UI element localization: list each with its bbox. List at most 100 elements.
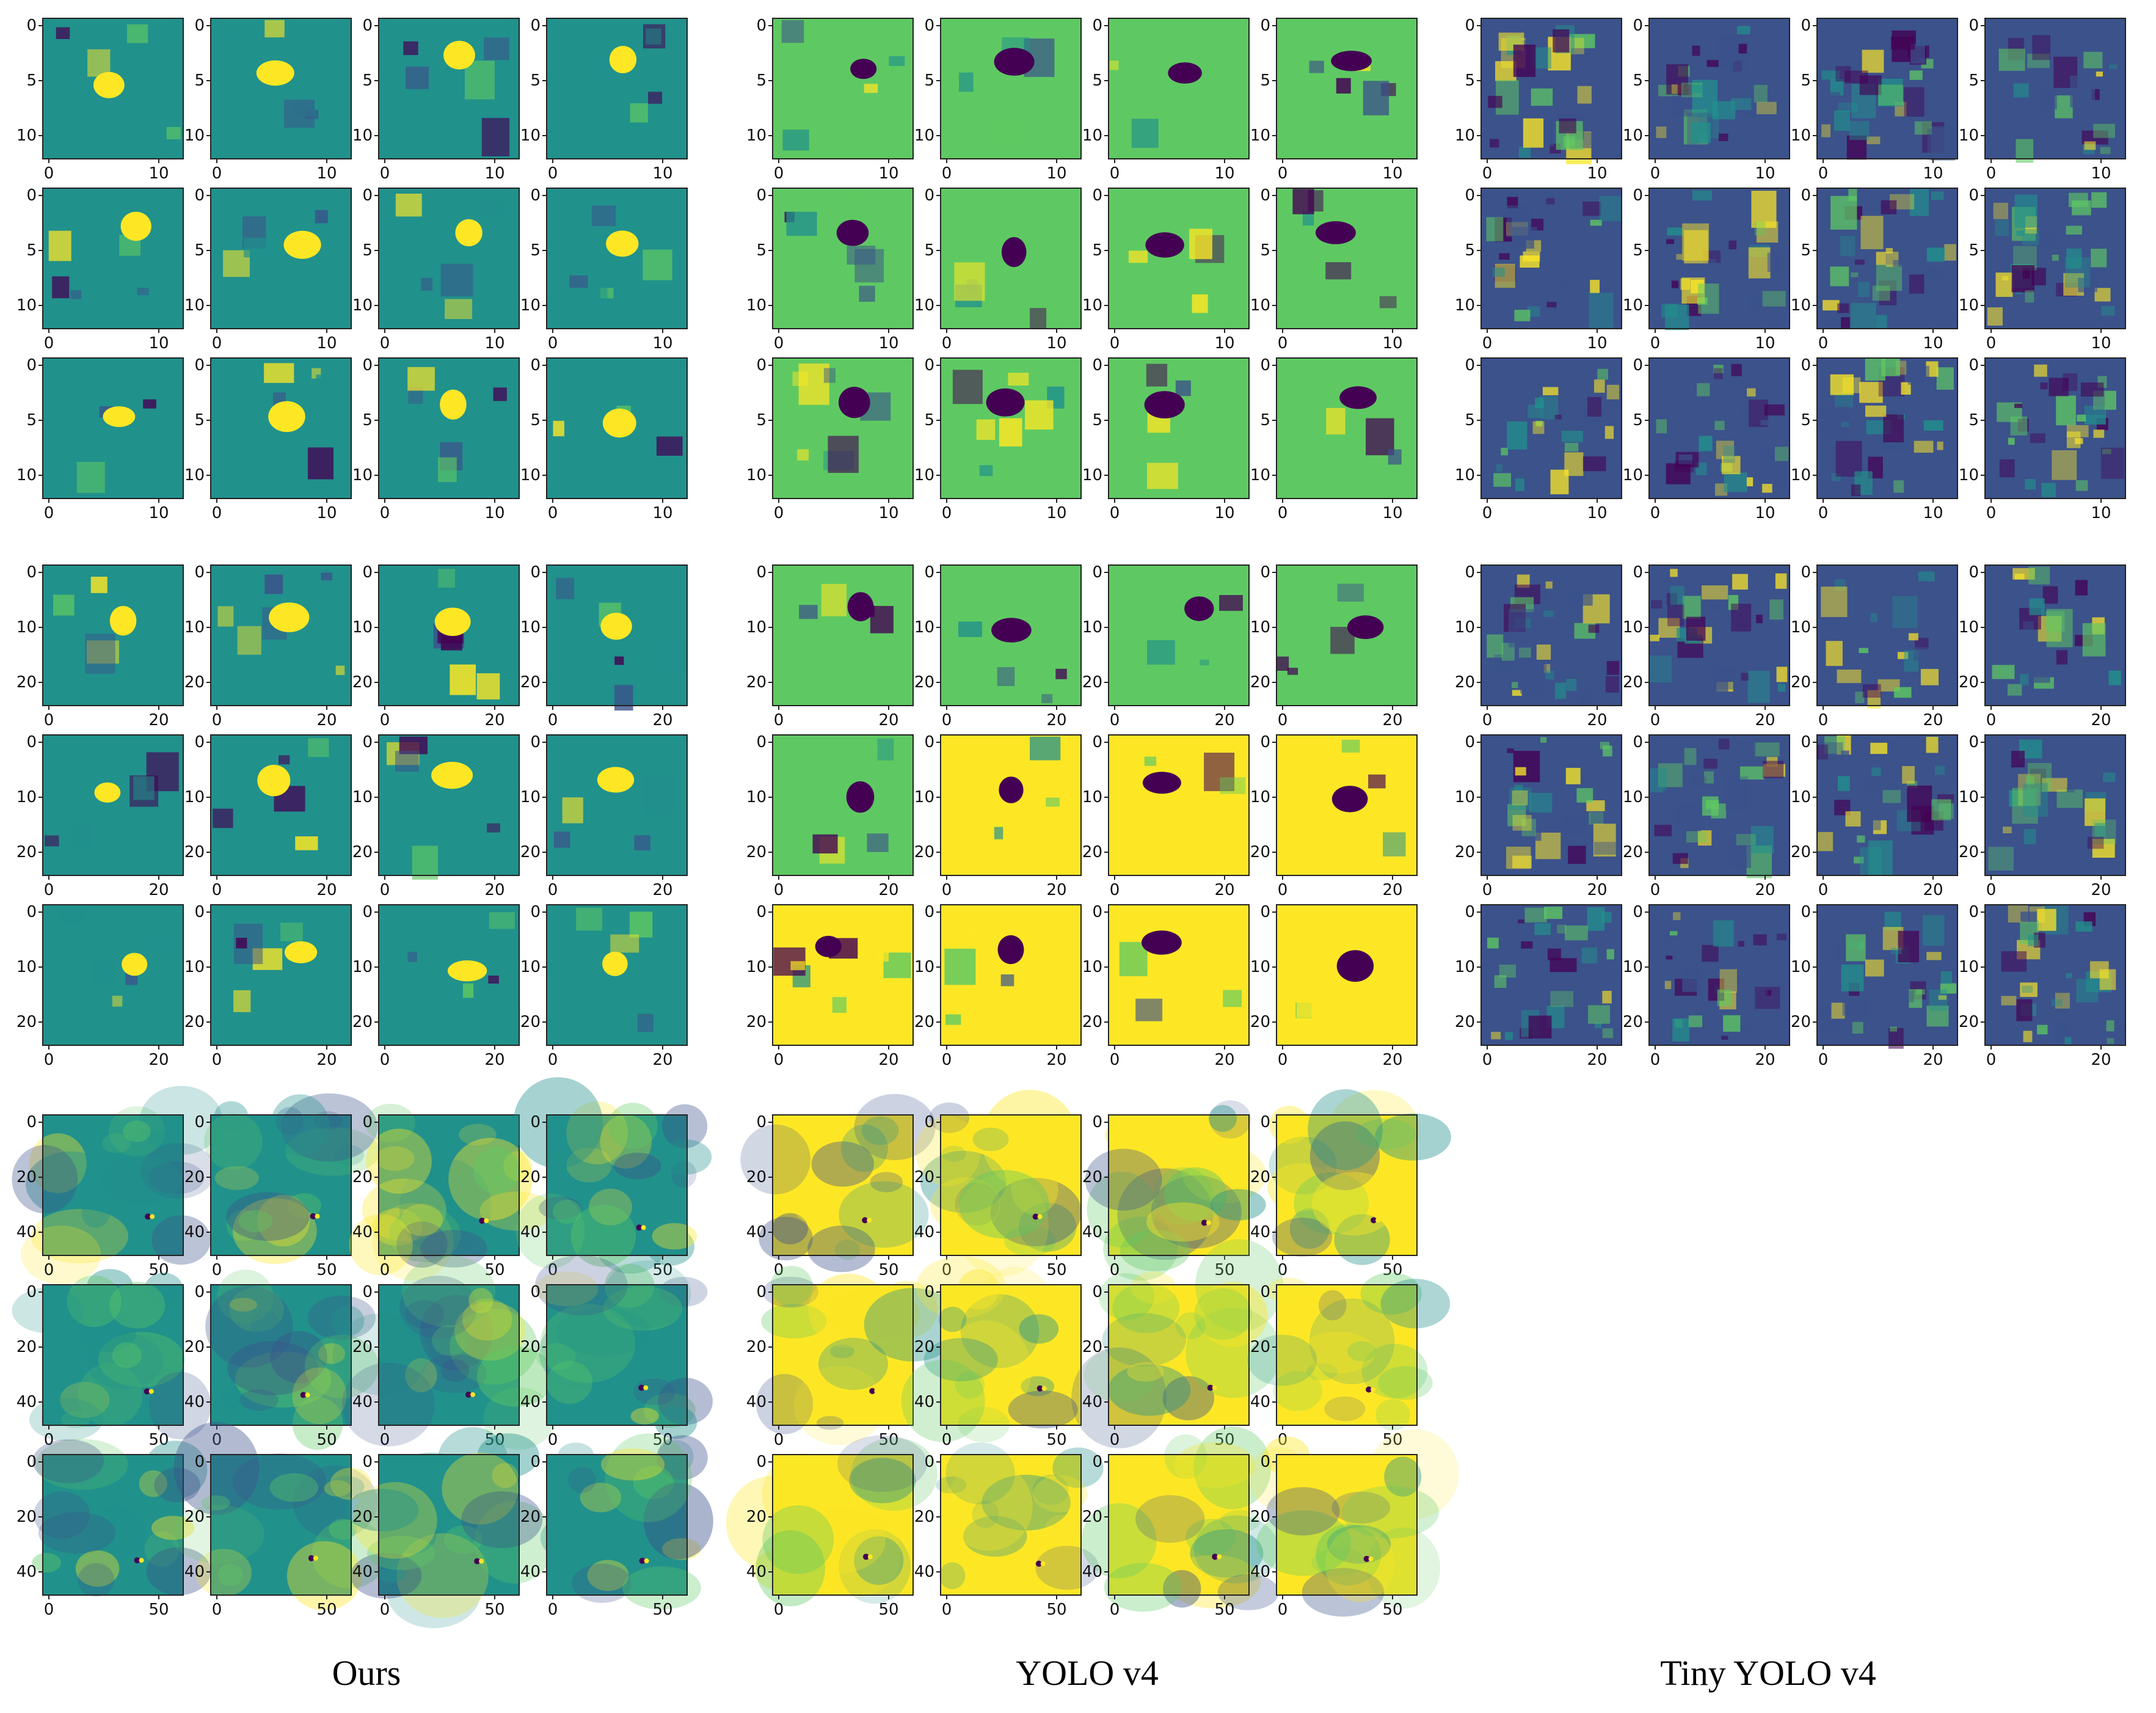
- heatmap-cells: [726, 1435, 938, 1607]
- x-tick-label: 0: [1110, 1051, 1120, 1069]
- feature-map-tile: 0 5 10 0 10: [1082, 16, 1250, 183]
- x-tick-label: 20: [316, 1051, 337, 1069]
- heatmap-cells: [941, 905, 1081, 1045]
- y-tick-label: 0: [362, 1113, 373, 1131]
- feature-map-tile: 0 20 40 0 50: [1247, 1273, 1451, 1449]
- heatmap-cells: [773, 735, 913, 875]
- y-tick-label: 5: [362, 411, 373, 429]
- y-tick-label: 20: [1623, 673, 1643, 692]
- x-tick-label: 10: [652, 164, 672, 183]
- y-tick-label: 10: [520, 788, 541, 806]
- y-tick-label: 40: [16, 1223, 37, 1241]
- heatmap-cells: [1817, 735, 1958, 875]
- tile-frame: [772, 188, 914, 329]
- heatmap-cells: [936, 1442, 1104, 1595]
- x-tick-label: 0: [44, 881, 54, 899]
- y-tick-label: 40: [184, 1393, 205, 1411]
- heatmap-cells: [211, 188, 351, 329]
- heatmap-cells: [941, 735, 1081, 875]
- feature-map-tile: 0 10 20 0 20: [914, 563, 1082, 729]
- x-tick-label: 20: [484, 881, 504, 899]
- y-tick-label: 20: [352, 843, 373, 861]
- heatmap-cells: [901, 1256, 1081, 1442]
- y-tick-label: 5: [756, 241, 767, 260]
- y-tick-label: 20: [184, 843, 205, 861]
- y-tick-label: 0: [1092, 1453, 1102, 1471]
- x-tick-label: 0: [1650, 1051, 1661, 1069]
- x-tick-label: 0: [548, 1431, 558, 1449]
- x-tick-label: 50: [1382, 1601, 1402, 1619]
- y-tick-label: 10: [914, 296, 934, 315]
- feature-map-tile: 0 5 10 0 10: [914, 356, 1082, 522]
- heatmap-cells: [1649, 358, 1790, 499]
- y-tick-label: 5: [362, 241, 373, 260]
- heatmap-cells: [1109, 18, 1249, 159]
- heatmap-cells: [1649, 18, 1790, 159]
- tile-frame: [210, 357, 352, 499]
- feature-map-tile: 0 20 40 0 50: [726, 1435, 938, 1619]
- heatmap-cells: [1109, 905, 1249, 1045]
- feature-map-tile: 0 10 20 0 20: [1791, 733, 1958, 899]
- x-tick-label: 50: [1214, 1601, 1234, 1619]
- y-tick-label: 10: [1250, 466, 1270, 484]
- y-tick-label: 0: [362, 903, 373, 921]
- x-tick-label: 10: [1046, 504, 1066, 522]
- y-tick-label: 20: [184, 1013, 205, 1031]
- y-tick-label: 0: [362, 186, 373, 205]
- y-tick-label: 10: [1250, 126, 1270, 145]
- y-tick-label: 10: [520, 296, 541, 315]
- x-tick-label: 20: [1214, 711, 1234, 729]
- tile-frame: [1480, 18, 1622, 159]
- y-tick-label: 0: [1968, 186, 1979, 205]
- y-tick-label: 0: [1260, 733, 1270, 751]
- x-tick-label: 10: [1214, 334, 1234, 352]
- y-tick-label: 5: [362, 71, 373, 90]
- x-tick-label: 10: [316, 164, 337, 183]
- y-tick-label: 20: [16, 1168, 37, 1186]
- y-tick-label: 20: [914, 1168, 934, 1186]
- x-tick-label: 0: [1278, 504, 1288, 522]
- y-tick-label: 5: [1260, 71, 1270, 90]
- tile-frame: [1276, 1284, 1418, 1426]
- x-tick-label: 10: [2091, 164, 2111, 183]
- tile-frame: [1276, 564, 1418, 706]
- x-tick-label: 20: [1587, 711, 1607, 729]
- tile-frame: [1816, 188, 1958, 329]
- tile-frame: [1108, 564, 1250, 706]
- x-tick-label: 0: [1278, 334, 1288, 352]
- x-tick-label: 0: [212, 504, 222, 522]
- feature-map-tile: 0 20 40 0 50: [349, 1103, 554, 1281]
- feature-map-tile: 0 20 40 0 50: [1250, 1089, 1451, 1279]
- feature-map-tile: 0 10 20 0 20: [1455, 903, 1622, 1069]
- heatmap-cells: [1985, 565, 2125, 706]
- tile-frame: [210, 564, 352, 706]
- x-tick-label: 20: [484, 1051, 504, 1069]
- y-tick-label: 10: [1623, 296, 1643, 315]
- y-tick-label: 20: [1250, 673, 1270, 692]
- x-tick-label: 50: [316, 1601, 337, 1619]
- y-tick-label: 0: [1465, 563, 1475, 582]
- x-tick-label: 0: [1986, 881, 1997, 899]
- x-tick-label: 20: [878, 881, 898, 899]
- feature-map-tile: 0 20 40 0 50: [332, 1255, 555, 1450]
- x-tick-label: 10: [1382, 334, 1402, 352]
- tile-frame: [378, 564, 520, 706]
- y-tick-label: 0: [26, 1283, 37, 1301]
- x-tick-label: 0: [548, 1601, 558, 1619]
- y-tick-label: 5: [530, 71, 541, 90]
- y-tick-label: 0: [1633, 186, 1643, 205]
- y-tick-label: 0: [1092, 1283, 1102, 1301]
- heatmap-cells: [205, 1269, 379, 1450]
- feature-map-tile: 0 5 10 0 10: [1791, 356, 1958, 522]
- y-tick-label: 0: [1968, 16, 1979, 35]
- feature-map-tile: 0 10 20 0 20: [1791, 563, 1958, 729]
- feature-map-tile: 0 20 40 0 50: [171, 1422, 387, 1619]
- y-tick-label: 10: [520, 958, 541, 976]
- heatmap-cells: [1649, 735, 1790, 878]
- feature-map-tile: 0 20 40 0 50: [520, 1433, 713, 1619]
- tile-frame: [1984, 734, 2126, 876]
- heatmap-cells: [204, 1093, 381, 1265]
- y-tick-label: 0: [924, 356, 934, 374]
- heatmap-cells: [1276, 188, 1417, 329]
- y-tick-label: 0: [756, 186, 767, 205]
